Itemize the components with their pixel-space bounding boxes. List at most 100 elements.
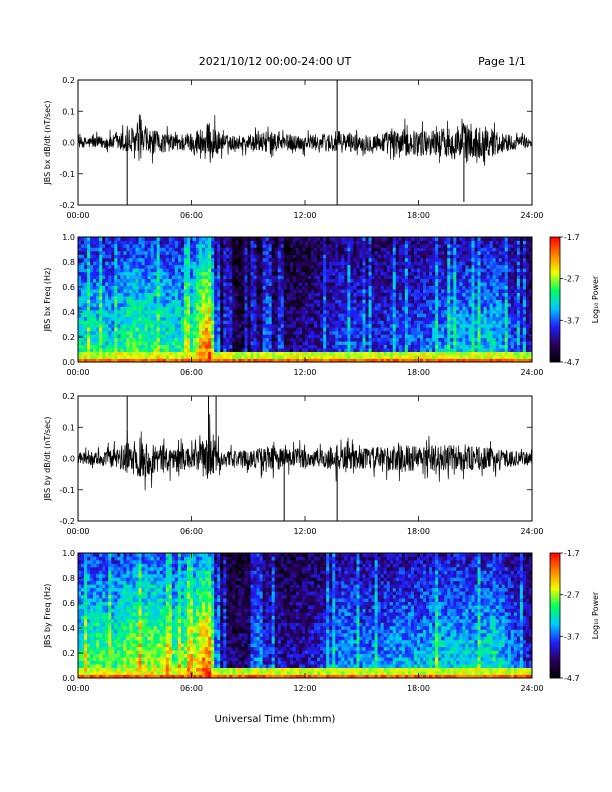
heatmap-cell	[453, 313, 457, 318]
heatmap-cell	[247, 299, 251, 304]
heatmap-cell	[395, 296, 400, 300]
heatmap-cell	[305, 237, 309, 241]
heatmap-cell	[423, 302, 427, 307]
heatmap-cell	[289, 264, 294, 269]
heatmap-cell	[108, 292, 112, 297]
heatmap-cell	[395, 264, 400, 269]
heatmap-cell	[114, 247, 118, 252]
heatmap-cell	[350, 334, 354, 339]
heatmap-cell	[432, 268, 436, 273]
heatmap-cell	[426, 240, 430, 245]
heatmap-cell	[486, 330, 491, 335]
heatmap-cell	[271, 327, 276, 332]
heatmap-cell	[87, 278, 91, 283]
heatmap-cell	[459, 302, 463, 307]
heatmap-cell	[444, 358, 448, 363]
heatmap-cell	[189, 302, 194, 307]
heatmap-cell	[289, 313, 294, 318]
heatmap-cell	[180, 327, 185, 332]
heatmap-cell	[241, 289, 245, 293]
heatmap-cell	[280, 240, 285, 245]
heatmap-cell	[383, 306, 388, 311]
heatmap-cell	[180, 313, 185, 318]
heatmap-cell	[416, 348, 421, 352]
heatmap-cell	[468, 247, 472, 252]
heatmap-cell	[413, 275, 418, 280]
heatmap-cell	[238, 320, 242, 325]
heatmap-cell	[474, 243, 478, 248]
heatmap-cell	[159, 282, 164, 287]
heatmap-cell	[468, 299, 472, 304]
heatmap-cell	[362, 306, 366, 311]
heatmap-cell	[398, 299, 403, 304]
heatmap-cell	[87, 302, 91, 307]
heatmap-cell	[483, 247, 487, 252]
heatmap-cell	[423, 344, 427, 349]
heatmap-cell	[256, 289, 260, 293]
heatmap-cell	[102, 344, 106, 349]
heatmap-cell	[111, 278, 115, 283]
heatmap-cell	[84, 355, 88, 359]
heatmap-cell	[362, 351, 366, 356]
heatmap-cell	[217, 257, 221, 262]
heatmap-cell	[474, 355, 478, 359]
heatmap-cell	[283, 289, 288, 293]
heatmap-cell	[153, 344, 158, 349]
heatmap-cell	[238, 337, 242, 342]
heatmap-cell	[308, 296, 312, 300]
heatmap-cell	[356, 296, 360, 300]
heatmap-cell	[483, 278, 487, 283]
heatmap-cell	[356, 237, 360, 241]
heatmap-cell	[162, 306, 167, 311]
heatmap-cell	[126, 344, 130, 349]
heatmap-cell	[135, 292, 139, 297]
heatmap-cell	[350, 289, 354, 293]
heatmap-cell	[247, 316, 251, 321]
heatmap-cell	[238, 261, 242, 266]
heatmap-cell	[456, 299, 460, 304]
heatmap-cell	[177, 237, 182, 241]
heatmap-cell	[416, 344, 421, 349]
heatmap-cell	[398, 271, 403, 276]
heatmap-cell	[93, 268, 97, 273]
heatmap-cell	[317, 337, 321, 342]
heatmap-cell	[362, 320, 366, 325]
heatmap-cell	[211, 237, 215, 241]
heatmap-cell	[380, 344, 385, 349]
heatmap-cell	[468, 289, 472, 293]
heatmap-cell	[93, 296, 97, 300]
heatmap-cell	[286, 309, 291, 314]
heatmap-cell	[486, 299, 491, 304]
heatmap-cell	[365, 261, 369, 266]
heatmap-cell	[208, 243, 212, 248]
heatmap-cell	[199, 278, 203, 283]
heatmap-cell	[211, 289, 215, 293]
heatmap-cell	[377, 299, 382, 304]
heatmap-cell	[311, 355, 315, 359]
heatmap-cell	[78, 337, 82, 342]
heatmap-cell	[132, 299, 136, 304]
heatmap-cell	[292, 358, 297, 363]
heatmap-cell	[223, 240, 227, 245]
heatmap-cell	[374, 330, 379, 335]
heatmap-cell	[208, 334, 212, 339]
heatmap-cell	[120, 344, 124, 349]
heatmap-cell	[477, 334, 481, 339]
heatmap-cell	[256, 237, 260, 241]
heatmap-cell	[292, 327, 297, 332]
heatmap-cell	[117, 254, 121, 259]
heatmap-cell	[301, 268, 306, 273]
heatmap-cell	[350, 306, 354, 311]
heatmap-cell	[480, 351, 484, 356]
heatmap-cell	[483, 323, 487, 328]
heatmap-cell	[189, 257, 194, 262]
heatmap-cell	[353, 313, 357, 318]
heatmap-cell	[344, 323, 348, 328]
heatmap-cell	[235, 337, 239, 342]
heatmap-cell	[459, 237, 463, 241]
heatmap-cell	[105, 323, 109, 328]
heatmap-cell	[189, 243, 194, 248]
heatmap-cell	[120, 341, 124, 346]
heatmap-cell	[295, 320, 300, 325]
heatmap-cell	[344, 299, 348, 304]
